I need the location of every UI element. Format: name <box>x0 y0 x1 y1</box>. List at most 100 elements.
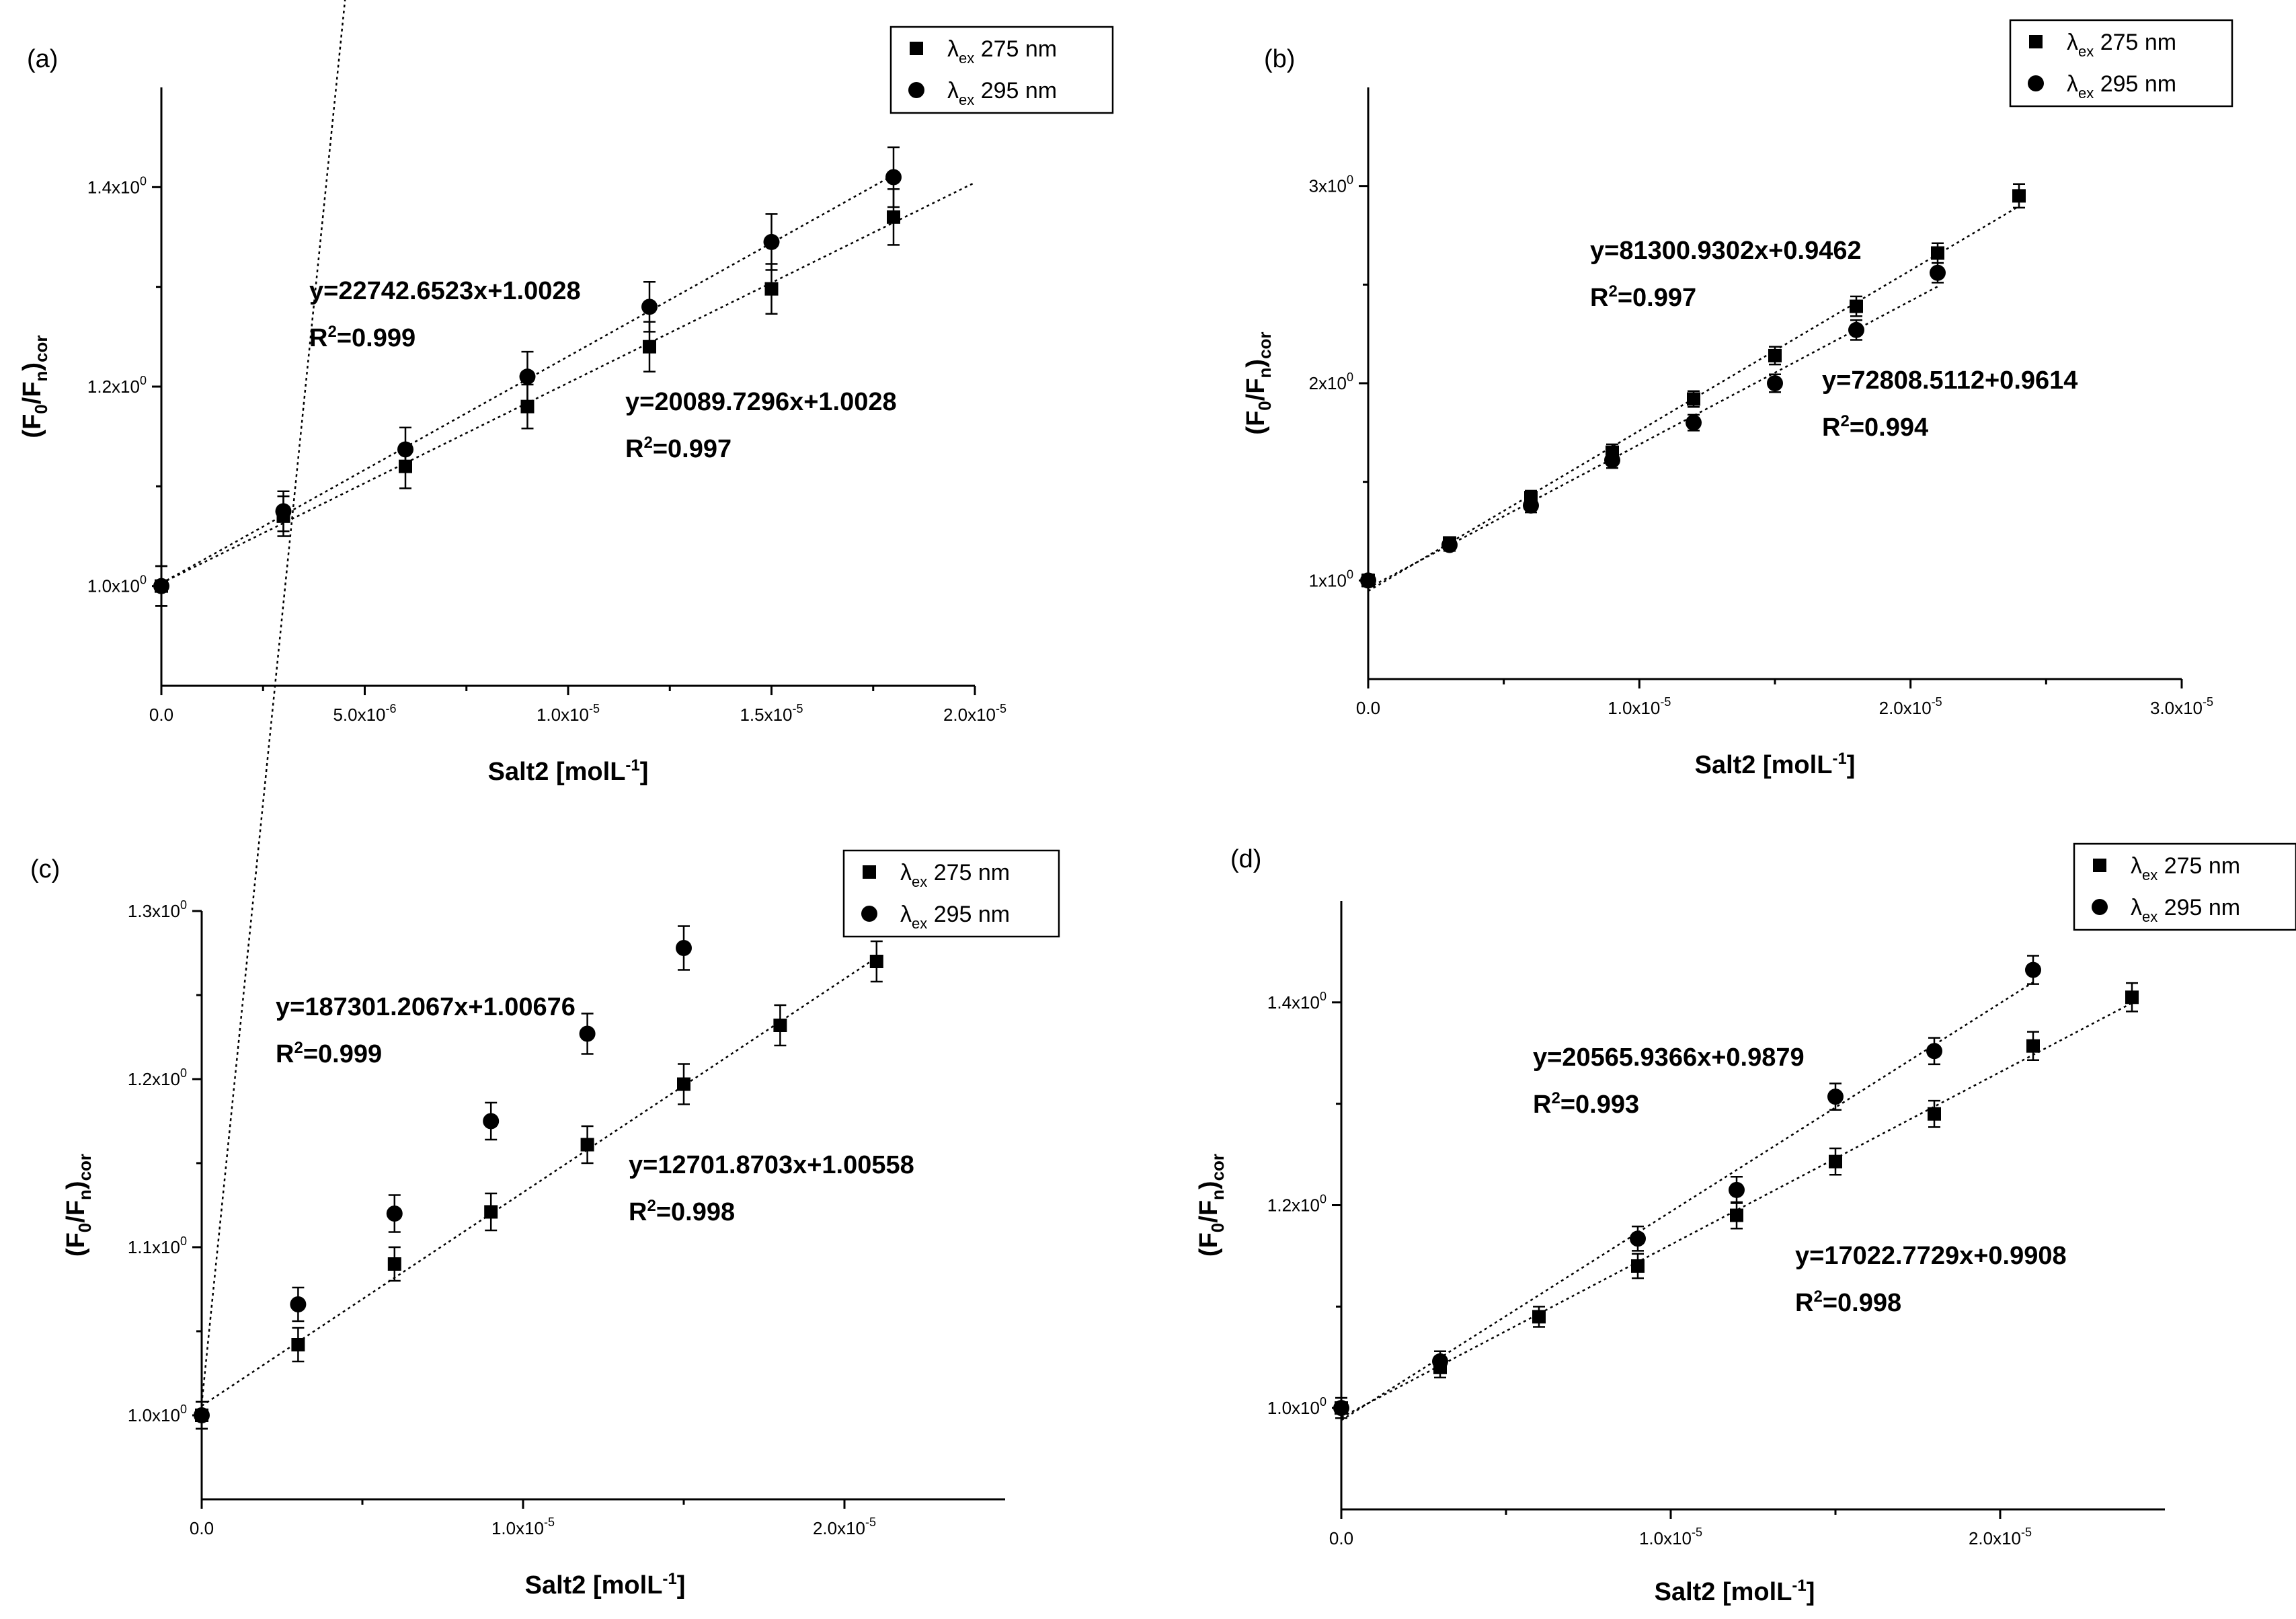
x-tick-label: 2.0x10-5 <box>1879 695 1942 718</box>
x-tick-label: 0.0 <box>149 705 173 725</box>
series-295 <box>1360 262 1946 589</box>
legend-entry: λex 275 nm <box>2067 30 2176 60</box>
fit-equation: y=12701.8703x+1.00558 <box>629 1151 914 1179</box>
series-295 <box>1333 955 2041 1421</box>
data-point-circle <box>1930 264 1946 281</box>
data-point-square <box>1931 246 1944 260</box>
data-point-square <box>2026 1039 2040 1053</box>
data-point-square <box>1829 1154 1842 1169</box>
data-point-square <box>1532 1310 1546 1324</box>
data-point-circle <box>1432 1353 1448 1370</box>
legend: λex 275 nm λex 295 nm <box>2073 842 2296 931</box>
data-point-circle <box>1604 452 1620 469</box>
fit-equation: y=20089.7296x+1.0028 <box>625 388 897 416</box>
data-point-square <box>387 1257 401 1271</box>
data-point-circle <box>676 940 692 956</box>
fit-line <box>1368 205 2020 592</box>
fit-equation: y=81300.9302x+0.9462 <box>1590 237 1862 265</box>
x-tick-label: 1.0x10-5 <box>1639 1526 1702 1548</box>
data-point-square <box>1730 1208 1743 1222</box>
data-point-circle <box>579 1025 596 1042</box>
data-point-circle <box>1729 1181 1745 1198</box>
data-point-circle <box>1441 537 1458 553</box>
y-tick-label: 1.2x100 <box>128 1066 187 1089</box>
data-point-circle <box>1686 414 1702 431</box>
x-tick-label: 2.0x10-5 <box>943 702 1006 725</box>
y-axis-title: (F0/Fn)cor <box>1195 1154 1228 1257</box>
data-point-circle <box>641 299 658 315</box>
data-point-circle <box>519 368 536 385</box>
data-point-square <box>887 210 900 224</box>
y-tick-label: 1.0x100 <box>87 574 147 596</box>
series-295 <box>194 0 692 1430</box>
data-point-circle <box>2025 961 2041 978</box>
y-tick-label: 1x100 <box>1309 567 1353 590</box>
legend-entry: λex 275 nm <box>947 36 1057 67</box>
y-tick-label: 1.2x100 <box>1267 1193 1327 1216</box>
legend-marker-circle <box>2092 899 2108 915</box>
fit-r-squared: R2=0.998 <box>1795 1288 1901 1317</box>
chart-panel: (c) 0.0 1.0x10-5 2.0x10-5 1.0x100 1.1x100 1.2x… <box>30 0 1060 1600</box>
legend-marker-circle <box>908 82 924 98</box>
x-tick-label: 0.0 <box>190 1518 214 1538</box>
fit-line <box>1368 286 1938 589</box>
x-tick-label: 1.0x10-5 <box>491 1515 555 1538</box>
data-point-square <box>677 1077 690 1091</box>
chart-panel: (b) 0.0 1.0x10-5 2.0x10-5 3.0x10-5 1x100 2x100… <box>1242 19 2233 779</box>
fit-r-squared: R2=0.993 <box>1533 1089 1639 1119</box>
legend-marker-square <box>863 865 876 879</box>
y-tick-label: 1.2x100 <box>87 374 147 397</box>
panel-label: (b) <box>1264 45 1295 73</box>
fit-equation: y=187301.2067x+1.00676 <box>276 993 576 1021</box>
fit-r-squared: R2=0.999 <box>309 323 415 352</box>
y-tick-label: 1.4x100 <box>87 174 147 197</box>
x-tick-label: 1.5x10-5 <box>740 702 803 725</box>
legend-box <box>2073 842 2296 931</box>
y-tick-label: 1.3x100 <box>128 898 187 921</box>
data-point-square <box>291 1338 305 1351</box>
legend-box <box>889 26 1114 114</box>
data-point-square <box>1928 1107 1941 1121</box>
fit-equation: y=17022.7729x+0.9908 <box>1795 1242 2067 1270</box>
fit-equation: y=72808.5112+0.9614 <box>1822 366 2077 395</box>
legend-marker-circle <box>861 906 877 922</box>
series-295 <box>153 146 902 607</box>
legend-entry: λex 275 nm <box>900 860 1010 890</box>
legend-marker-square <box>910 42 923 55</box>
legend-entry: λex 275 nm <box>2131 853 2240 883</box>
fit-equation: y=22742.6523x+1.0028 <box>309 277 581 305</box>
legend: λex 275 nm λex 295 nm <box>2009 19 2233 108</box>
legend: λex 275 nm λex 295 nm <box>842 849 1060 938</box>
data-point-square <box>869 955 883 968</box>
data-point-circle <box>1630 1230 1646 1247</box>
y-tick-label: 1.1x100 <box>128 1234 187 1257</box>
y-tick-label: 1.0x100 <box>128 1403 187 1425</box>
panel-label: (d) <box>1230 845 1261 873</box>
y-axis-title: (F0/Fn)cor <box>1242 331 1275 434</box>
y-tick-label: 1.4x100 <box>1267 990 1327 1013</box>
data-point-circle <box>1360 572 1376 589</box>
fit-r-squared: R2=0.999 <box>276 1039 382 1068</box>
x-axis-title: Salt2 [molL-1] <box>1655 1577 1815 1606</box>
data-point-circle <box>275 503 292 520</box>
x-axis-title: Salt2 [molL-1] <box>1695 750 1856 779</box>
data-point-circle <box>1827 1089 1844 1105</box>
data-point-circle <box>153 578 169 594</box>
data-point-square <box>2125 990 2139 1004</box>
fit-r-squared: R2=0.997 <box>625 434 731 463</box>
data-point-square <box>1850 299 1863 313</box>
x-axis-title: Salt2 [molL-1] <box>488 756 649 786</box>
y-tick-label: 3x100 <box>1309 173 1353 196</box>
data-point-circle <box>1926 1043 1942 1060</box>
data-point-circle <box>885 169 902 186</box>
data-point-square <box>1631 1259 1645 1273</box>
data-point-circle <box>194 1407 210 1423</box>
chart-panel: (d) 0.0 1.0x10-5 2.0x10-5 1.0x100 1.2x100 1.4x… <box>1195 842 2296 1606</box>
legend-marker-square <box>2029 35 2043 48</box>
data-point-circle <box>483 1113 500 1130</box>
data-point-square <box>580 1138 594 1152</box>
legend-entry: λex 295 nm <box>2067 71 2176 102</box>
legend-entry: λex 295 nm <box>947 78 1057 108</box>
data-point-circle <box>763 233 780 250</box>
